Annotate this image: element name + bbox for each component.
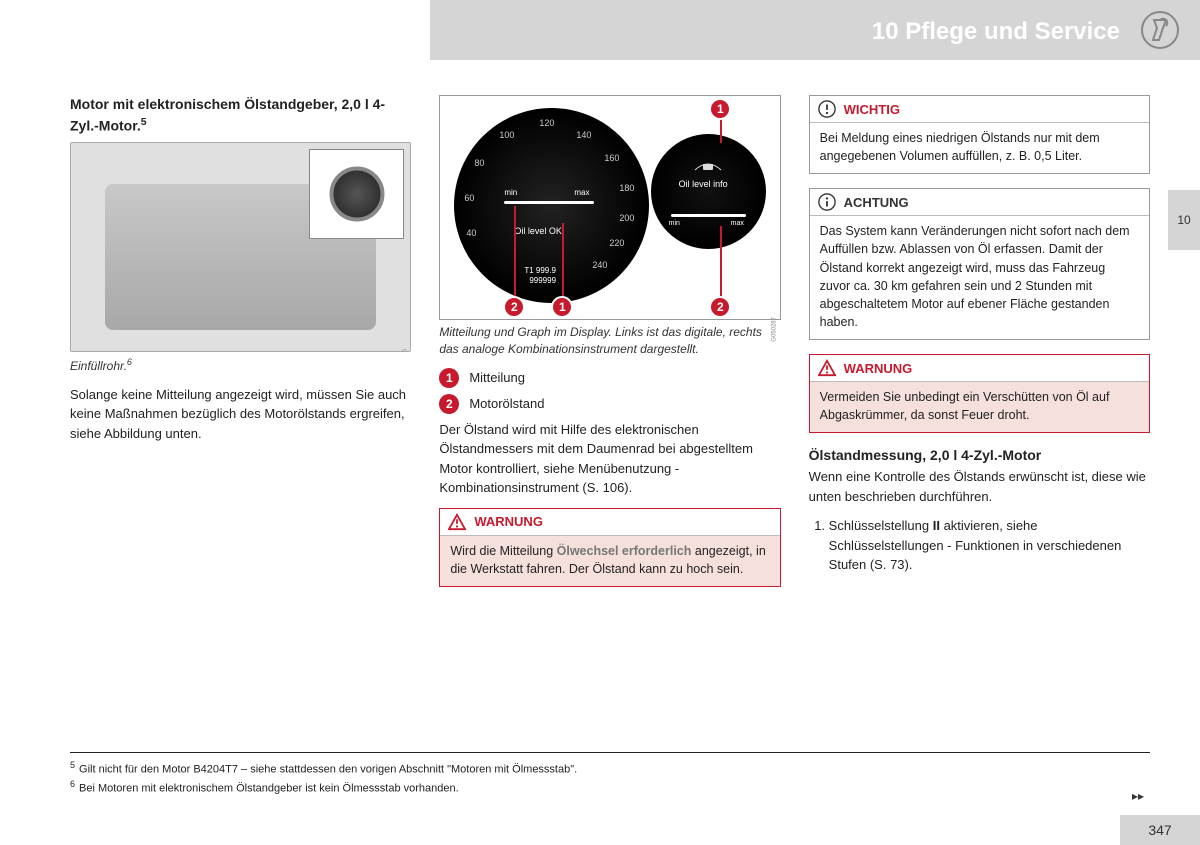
legend-1: 1 Mitteilung	[439, 368, 780, 388]
column-3: WICHTIG Bei Meldung eines niedrigen Ölst…	[809, 95, 1150, 601]
col2-caption: Mitteilung und Graph im Display. Links i…	[439, 324, 780, 358]
analog-gauge: Oil level info min max	[651, 134, 766, 249]
page-number: 347	[1120, 815, 1200, 845]
engine-image: G050286	[70, 142, 411, 352]
steps-list: Schlüsselstellung II aktivieren, siehe S…	[809, 516, 1150, 575]
chapter-title: 10 Pflege und Service	[872, 18, 1120, 46]
warning-box-1: WARNUNG Wird die Mitteilung Ölwechsel er…	[439, 508, 780, 587]
warning-box-2: WARNUNG Vermeiden Sie unbedingt ein Vers…	[809, 354, 1150, 433]
info-icon	[818, 193, 836, 211]
warning-body: Wird die Mitteilung Ölwechsel erforderli…	[440, 536, 779, 586]
col3-subhead: Ölstandmessung, 2,0 l 4-Zyl.-Motor	[809, 447, 1150, 463]
warning-title: WARNUNG	[474, 514, 543, 529]
achtung-box: ACHTUNG Das System kann Veränderungen ni…	[809, 188, 1150, 340]
important-box: WICHTIG Bei Meldung eines niedrigen Ölst…	[809, 95, 1150, 174]
column-2: 40 60 80 100 120 140 160 180 200 220 240…	[439, 95, 780, 601]
col2-body: Der Ölstand wird mit Hilfe des elektroni…	[439, 420, 780, 498]
col3-body: Wenn eine Kontrolle des Ölstands erwünsc…	[809, 467, 1150, 506]
chapter-header: 10 Pflege und Service	[430, 0, 1200, 60]
chapter-tab: 10	[1168, 190, 1200, 250]
callout-2a: 2	[503, 296, 525, 318]
warning-icon	[818, 359, 836, 377]
col1-heading: Motor mit elektronischem Ölstandgeber, 2…	[70, 95, 411, 136]
important-icon	[818, 100, 836, 118]
legend-2: 2 Motorölstand	[439, 394, 780, 414]
column-1: Motor mit elektronischem Ölstandgeber, 2…	[70, 95, 411, 601]
col1-caption: Einfüllrohr.6	[70, 356, 411, 375]
warning-icon	[448, 513, 466, 531]
callout-2b: 2	[709, 296, 731, 318]
callout-1-top: 1	[709, 98, 731, 120]
continued-icon: ▸▸	[1132, 789, 1144, 803]
col1-body: Solange keine Mitteilung angezeigt wird,…	[70, 385, 411, 444]
display-image: 40 60 80 100 120 140 160 180 200 220 240…	[439, 95, 780, 320]
footnotes: 5Gilt nicht für den Motor B4204T7 – sieh…	[70, 752, 1150, 797]
callout-1b: 1	[551, 296, 573, 318]
digital-gauge: 40 60 80 100 120 140 160 180 200 220 240…	[454, 108, 649, 303]
step-1: Schlüsselstellung II aktivieren, siehe S…	[829, 516, 1150, 575]
service-icon	[1140, 10, 1180, 53]
